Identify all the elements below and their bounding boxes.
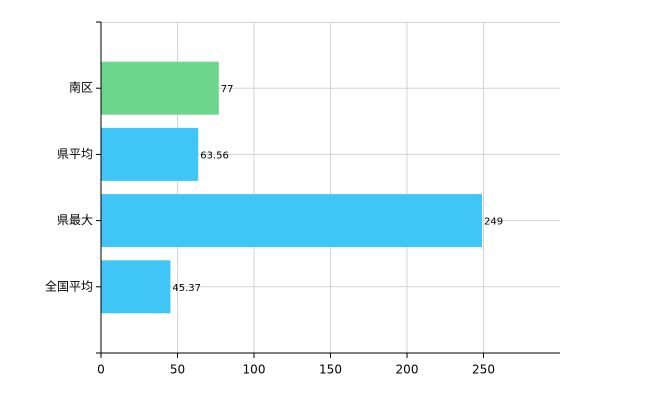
bar <box>101 194 482 248</box>
x-tick-label: 50 <box>170 363 185 377</box>
y-tick-label: 南区 <box>69 80 93 95</box>
x-tick-label: 0 <box>97 363 105 377</box>
y-tick-label: 県平均 <box>57 147 93 161</box>
value-label: 249 <box>484 217 503 228</box>
x-tick-label: 150 <box>319 363 342 377</box>
bar <box>101 127 199 181</box>
x-tick-label: 100 <box>243 363 266 377</box>
y-tick-label: 全国平均 <box>45 278 93 293</box>
bar <box>101 61 219 115</box>
x-tick-label: 200 <box>396 363 419 377</box>
y-tick-label: 県最大 <box>57 213 93 227</box>
bar <box>101 260 171 314</box>
value-label: 77 <box>221 84 234 95</box>
value-label: 63.56 <box>200 150 229 161</box>
x-tick-label: 250 <box>472 363 495 377</box>
value-label: 45.37 <box>172 283 201 294</box>
